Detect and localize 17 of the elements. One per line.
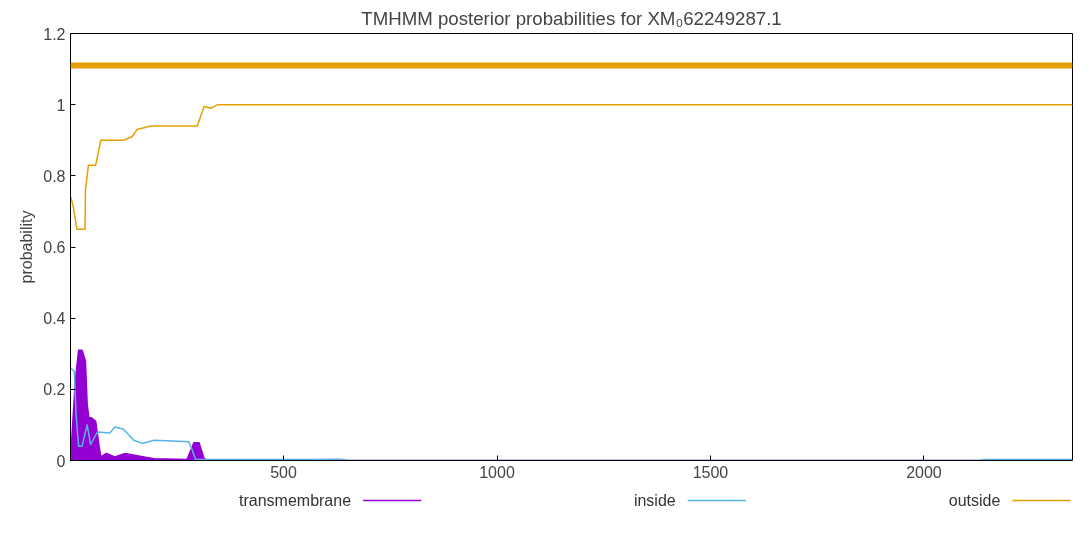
legend-label: outside	[948, 492, 1001, 509]
legend-label: transmembrane	[239, 492, 352, 509]
y-tick-label: 0	[56, 452, 66, 470]
y-tick-label: 0.2	[43, 381, 66, 399]
chart-title: TMHMM posterior probabilities for XM₀62249287.1	[361, 7, 782, 29]
y-tick-label: 0.8	[43, 167, 66, 185]
y-tick-label: 0.4	[43, 310, 66, 328]
x-tick-label: 1500	[692, 463, 729, 481]
legend-label: inside	[633, 492, 676, 509]
y-tick-label: 1.2	[43, 25, 66, 43]
x-tick-label: 500	[270, 463, 297, 481]
x-tick-label: 1000	[479, 463, 515, 481]
y-tick-label: 0.6	[43, 239, 66, 256]
line-series	[70, 103, 1073, 230]
y-axis-title: probability	[18, 210, 36, 284]
x-tick-label: 2000	[906, 463, 942, 481]
y-tick-label: 1	[56, 96, 66, 114]
